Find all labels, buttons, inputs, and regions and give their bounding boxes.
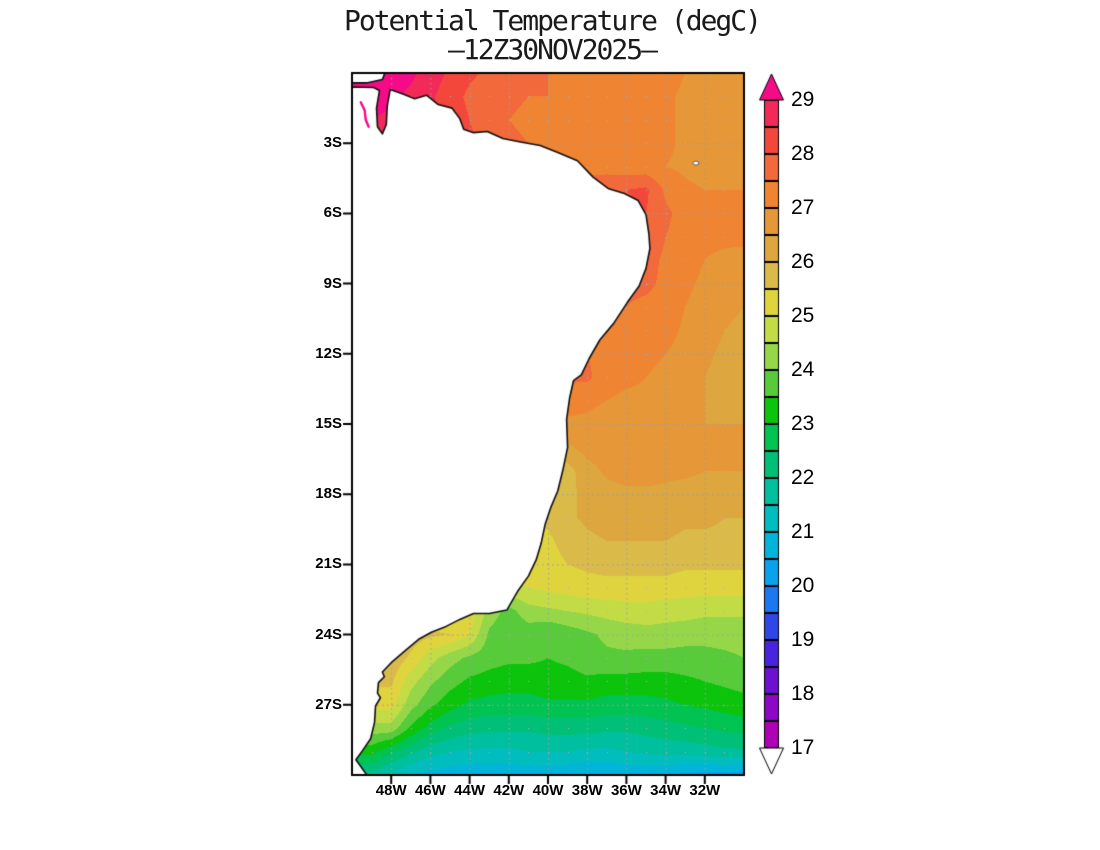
x-tick-label-46W: 46W: [414, 782, 446, 799]
colorbar-label-27: 27: [791, 196, 815, 219]
colorbar-label-24: 24: [791, 358, 815, 381]
colorbar-label-18: 18: [791, 682, 815, 705]
x-tick-label-44W: 44W: [454, 782, 486, 799]
x-tick-label-42W: 42W: [493, 782, 525, 799]
colorbar-label-19: 19: [791, 628, 815, 651]
chart-title: Potential Temperature (degC): [343, 4, 762, 37]
colorbar-label-22: 22: [791, 466, 815, 489]
x-tick-label-32W: 32W: [689, 782, 721, 799]
y-tick-label-9S: 9S: [323, 274, 342, 292]
colorbar-label-20: 20: [791, 574, 815, 597]
x-tick-label-36W: 36W: [610, 782, 642, 799]
x-tick-label-40W: 40W: [532, 782, 564, 799]
y-tick-label-12S: 12S: [315, 344, 342, 362]
colorbar-label-17: 17: [791, 736, 815, 759]
x-tick-label-48W: 48W: [375, 782, 407, 799]
y-tick-label-15S: 15S: [315, 415, 342, 432]
colorbar-label-29: 29: [791, 88, 815, 111]
colorbar-label-21: 21: [791, 520, 815, 543]
chart-subtitle-date: ‒12Z30NOV2025‒: [447, 33, 658, 66]
x-tick-label-34W: 34W: [650, 782, 682, 799]
x-tick-label-38W: 38W: [571, 782, 603, 799]
colorbar-label-26: 26: [791, 250, 815, 273]
colorbar-label-23: 23: [791, 412, 815, 435]
colorbar-label-28: 28: [791, 142, 815, 165]
y-tick-label-27S: 27S: [315, 695, 342, 713]
colorbar-label-25: 25: [791, 304, 815, 327]
y-tick-label-18S: 18S: [315, 485, 342, 503]
y-tick-label-3S: 3S: [323, 134, 342, 152]
y-tick-label-21S: 21S: [315, 555, 342, 573]
y-tick-label-6S: 6S: [323, 204, 342, 222]
y-tick-label-24S: 24S: [315, 625, 342, 643]
